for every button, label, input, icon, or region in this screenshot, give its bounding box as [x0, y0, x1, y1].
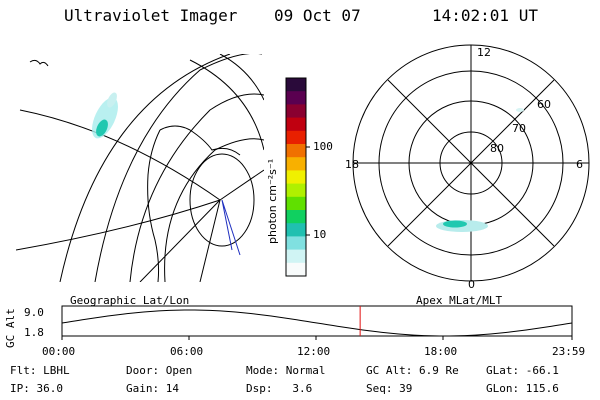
polar-diagonal-2	[387, 79, 555, 247]
lat-arc-1	[59, 54, 231, 282]
mlt-label-18: 18	[345, 158, 359, 171]
date-label: 09 Oct 07	[274, 6, 361, 25]
lat-arc-2	[94, 54, 262, 282]
apex-projection-label: Apex MLat/MLT	[416, 294, 503, 307]
pole-ellipse	[189, 153, 255, 247]
lon-line-1	[19, 109, 221, 201]
colorbar-segment	[286, 104, 306, 119]
altitude-ytick-low: 1.8	[24, 326, 44, 339]
continent-outline	[147, 125, 241, 282]
mlt-label-0: 0	[468, 278, 475, 291]
door-info: Door: Open	[126, 364, 193, 377]
glat-info: GLat: -66.1	[486, 364, 559, 377]
mlt-label-6: 6	[576, 158, 583, 171]
altitude-xtick-2359: 23:59	[552, 345, 586, 358]
altitude-xtick-0600: 06:00	[170, 345, 204, 358]
colorbar-segment	[286, 170, 306, 185]
lat-label-70: 70	[512, 122, 526, 135]
lon-line-2	[16, 199, 221, 251]
altitude-xtick-1800: 18:00	[424, 345, 458, 358]
colorbar-segment	[286, 196, 306, 211]
geographic-projection-label: Geographic Lat/Lon	[70, 294, 190, 307]
lat-label-60: 60	[537, 98, 551, 111]
colorbar-segment	[286, 157, 306, 171]
aurora-blob-left	[92, 92, 118, 139]
colorbar-segment	[286, 130, 306, 145]
filter-value: LBHL	[43, 364, 70, 377]
altitude-curve	[61, 309, 573, 337]
colorbar-tick-10: 10	[313, 228, 327, 241]
colorbar-segment	[286, 78, 306, 92]
door-value: Open	[165, 364, 193, 377]
mode-info: Mode: Normal	[246, 364, 326, 377]
colorbar-segment	[286, 262, 306, 277]
altitude-xtick-0000: 00:00	[42, 345, 76, 358]
gain-info: Gain: 14	[126, 382, 179, 395]
colorbar-segment	[286, 183, 306, 198]
ip-info: IP: 36.0	[10, 382, 63, 395]
mlt-label-12: 12	[477, 46, 491, 59]
lon-line-3	[139, 199, 221, 282]
time-label: 14:02:01 UT	[432, 6, 538, 25]
glat-value: -66.1	[525, 364, 559, 377]
colorbar-segment	[286, 223, 306, 237]
seq-value: 39	[399, 382, 413, 395]
instrument-title: Ultraviolet Imager	[64, 6, 238, 25]
gcalt-info: GC Alt: 6.9 Re	[366, 364, 459, 377]
lat-label-80: 80	[490, 142, 504, 155]
gcalt-value: 6.9 Re	[418, 364, 459, 377]
coast-fragment	[29, 59, 49, 67]
lat-arc-3	[129, 93, 264, 282]
colorbar-segment	[286, 117, 306, 132]
glon-info: GLon: 115.6	[486, 382, 559, 395]
colorbar-segment	[286, 144, 306, 158]
gain-value: 14	[165, 382, 179, 395]
altitude-ylabel: GC Alt	[4, 308, 17, 348]
mode-value: Normal	[285, 364, 326, 377]
altitude-xtick-1200: 12:00	[297, 345, 331, 358]
seq-info: Seq: 39	[366, 382, 413, 395]
lon-line-5	[219, 169, 264, 201]
colorbar-segment	[286, 249, 306, 264]
glon-value: 115.6	[525, 382, 559, 395]
colorbar-segment	[286, 91, 306, 105]
dsp-value: 3.6	[292, 382, 313, 395]
colorbar-tick-100: 100	[313, 140, 333, 153]
altitude-ytick-high: 9.0	[24, 306, 44, 319]
lat-arc-5	[189, 59, 264, 151]
ip-value: 36.0	[36, 382, 64, 395]
sensor-lines	[221, 199, 241, 256]
colorbar-segment	[286, 236, 306, 251]
aurora-blob-right	[436, 108, 524, 232]
filter-info: Flt: LBHL	[10, 364, 70, 377]
lat-arc-6	[219, 54, 264, 101]
lon-line-4	[199, 199, 221, 282]
colorbar-segment	[286, 210, 306, 224]
dsp-info: Dsp: 3.6	[246, 382, 313, 395]
